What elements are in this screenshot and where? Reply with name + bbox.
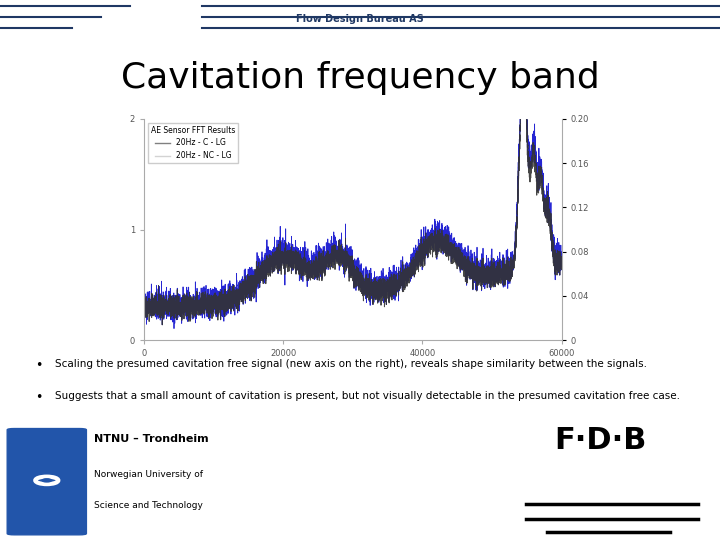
Legend: 20Hz - C - LG, 20Hz - NC - LG: 20Hz - C - LG, 20Hz - NC - LG <box>148 123 238 164</box>
Text: Scaling the presumed cavitation free signal (new axis on the right), reveals sha: Scaling the presumed cavitation free sig… <box>55 359 647 369</box>
Text: NTNU – Trondheim: NTNU – Trondheim <box>94 434 208 444</box>
Text: Cavitation frequency band: Cavitation frequency band <box>121 62 599 95</box>
FancyBboxPatch shape <box>7 429 86 535</box>
Text: Norwegian University of: Norwegian University of <box>94 470 202 479</box>
Text: Science and Technology: Science and Technology <box>94 501 202 510</box>
Ellipse shape <box>42 479 52 482</box>
Text: Suggests that a small amount of cavitation is present, but not visually detectab: Suggests that a small amount of cavitati… <box>55 391 680 401</box>
Text: F·D·B: F·D·B <box>554 426 647 455</box>
Text: •: • <box>35 359 42 372</box>
Text: Flow Design Bureau AS: Flow Design Bureau AS <box>296 14 424 24</box>
Text: •: • <box>35 391 42 404</box>
